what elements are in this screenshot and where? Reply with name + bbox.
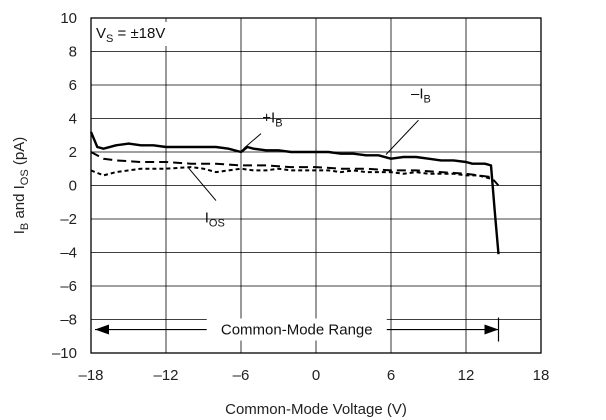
- series-line-1: [90, 151, 500, 187]
- minus-ib-pointer: [385, 119, 419, 155]
- plus-ib-pointer: [243, 133, 262, 150]
- ios-pointer: [188, 167, 217, 201]
- range-label-bg: [206, 318, 387, 341]
- minus-ib-label: –IB: [411, 85, 431, 105]
- series-annotations: +IB –IB IOS: [188, 85, 431, 229]
- y-axis-title: IB and IOS (pA): [11, 137, 31, 234]
- y-tick-label: –8: [60, 312, 77, 329]
- range-arrow-head-left: [95, 324, 109, 335]
- y-tick-label: 0: [69, 178, 77, 195]
- x-tick-label: –6: [233, 367, 250, 384]
- y-tick-label: 6: [69, 77, 77, 94]
- range-label: Common-Mode Range: [221, 322, 373, 339]
- condition-label: VS = ±18V: [96, 25, 165, 45]
- plus-ib-label: +IB: [262, 110, 282, 130]
- series-line-0: [89, 131, 500, 255]
- series-group: [89, 131, 500, 255]
- y-tick-label: 10: [60, 10, 77, 27]
- x-tick-label: –18: [78, 367, 103, 384]
- x-axis-title: Common-Mode Voltage (V): [225, 401, 407, 418]
- condition-label-bg: [93, 22, 205, 46]
- x-tick-label: 0: [312, 367, 320, 384]
- y-tick-label: 2: [69, 144, 77, 161]
- y-tick-label: –6: [60, 278, 77, 295]
- grid-lines: [90, 17, 542, 354]
- y-tick-label: –10: [52, 345, 77, 362]
- y-tick-label: –4: [60, 245, 77, 262]
- range-arrow-head-right: [484, 324, 499, 335]
- y-tick-label: 8: [69, 44, 77, 61]
- common-mode-range-indicator: Common-Mode Range: [95, 317, 500, 342]
- y-tick-label: –2: [60, 211, 77, 228]
- x-tick-label: 6: [387, 367, 395, 384]
- x-tick-label: 18: [533, 367, 550, 384]
- plot-frame: [90, 17, 542, 354]
- x-tick-label: –12: [153, 367, 178, 384]
- y-tick-label: 4: [69, 111, 77, 128]
- series-line-2: [90, 166, 492, 180]
- x-tick-label: 12: [458, 367, 475, 384]
- tick-labels: –18 –12 –6 0 6 12 18 –10 –8 –6 –4 –2 0 2 4 6 8 10: [52, 10, 549, 384]
- ios-label: IOS: [205, 209, 225, 229]
